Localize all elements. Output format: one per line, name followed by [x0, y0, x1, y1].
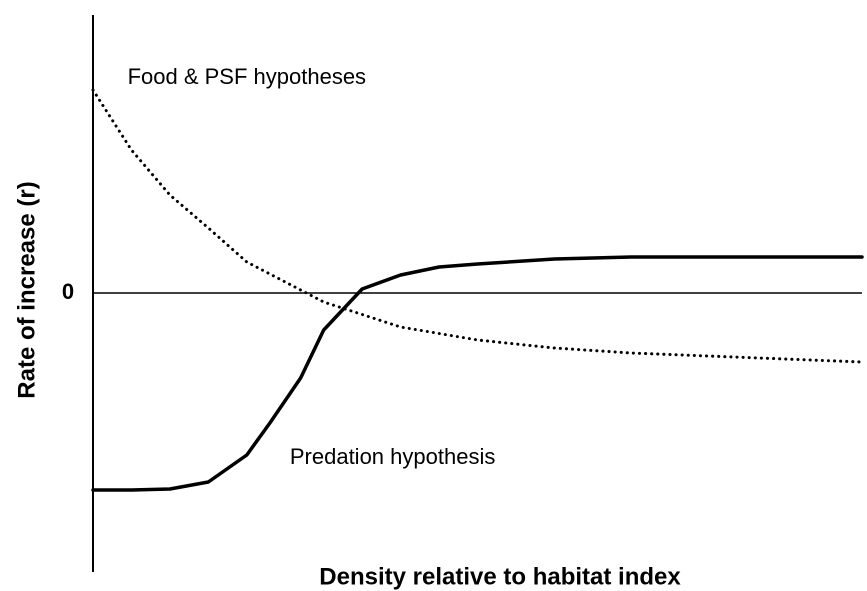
y-tick-label: 0 [62, 279, 74, 304]
series-line [91, 255, 864, 492]
annotation: Predation hypothesis [290, 444, 495, 469]
y-axis-label: Rate of increase (r) [13, 181, 40, 398]
x-axis-label: Density relative to habitat index [319, 563, 681, 590]
series-line [91, 88, 864, 364]
annotation: Food & PSF hypotheses [128, 64, 366, 89]
